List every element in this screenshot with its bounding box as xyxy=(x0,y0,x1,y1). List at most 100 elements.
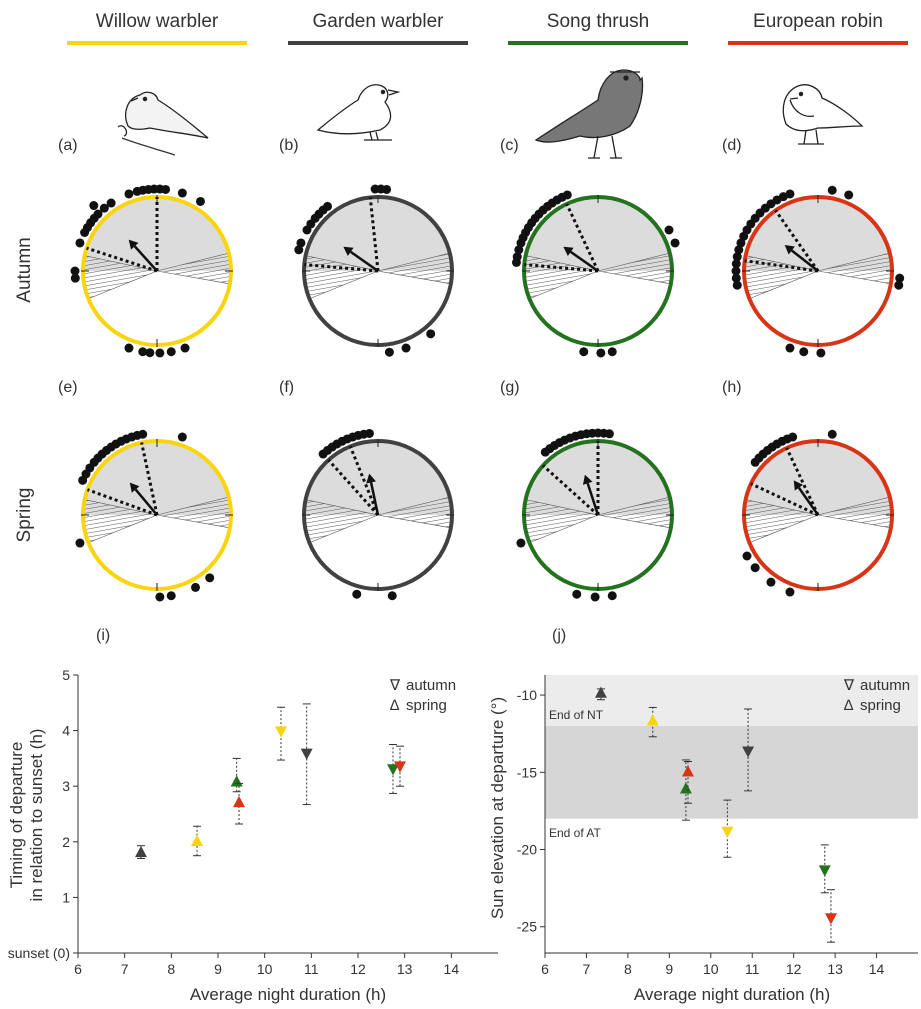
mean-arrow-head xyxy=(343,246,354,256)
departure-direction-dot xyxy=(155,592,165,602)
circular-plots xyxy=(70,184,905,602)
departure-direction-dot xyxy=(816,348,826,358)
autumn-triangle-marker xyxy=(394,761,406,773)
departure-direction-dot xyxy=(732,252,742,262)
departure-direction-dot xyxy=(190,582,200,592)
panel-label-b: (b) xyxy=(279,137,299,154)
point-garden-warbler-autumn xyxy=(742,708,755,792)
sector-shade xyxy=(744,197,892,271)
twilight-band-1 xyxy=(545,675,918,726)
departure-direction-dot xyxy=(742,551,752,561)
departure-direction-dot xyxy=(205,573,215,583)
departure-direction-dot xyxy=(604,429,614,439)
x-tick-label: 11 xyxy=(304,961,319,977)
species-name-song-thrush: Song thrush xyxy=(547,11,649,32)
point-willow-warbler-autumn xyxy=(275,706,287,761)
chart-j-legend: ∇ autumn ∆ spring xyxy=(843,677,910,714)
departure-direction-dot xyxy=(296,238,306,248)
departure-direction-dot xyxy=(352,589,362,599)
mean-direction-arrow xyxy=(586,482,600,516)
spring-triangle-marker xyxy=(191,834,203,846)
departure-direction-dot xyxy=(387,591,397,601)
point-european-robin-spring xyxy=(681,760,694,804)
departure-direction-dot xyxy=(788,432,798,442)
departure-direction-dot xyxy=(731,273,741,283)
secondary-direction-line xyxy=(304,263,379,273)
y-tick-label: sunset (0) xyxy=(8,945,70,961)
autumn-triangle-marker xyxy=(721,826,734,838)
departure-direction-dot xyxy=(785,189,795,199)
mean-arrow-head xyxy=(128,239,139,250)
panel-label-e: (e) xyxy=(58,379,78,396)
point-european-robin-autumn xyxy=(394,745,406,787)
chart-j-points xyxy=(594,686,837,943)
departure-direction-dot xyxy=(177,188,187,198)
panel-label-i: (i) xyxy=(96,627,110,644)
panel-label-h: (h) xyxy=(722,379,742,396)
season-label-autumn: Autumn xyxy=(14,237,35,302)
autumn-triangle-marker xyxy=(300,748,313,760)
chart-j-legend-autumn-symbol: ∇ xyxy=(843,677,855,694)
chart-i-legend-autumn-label: autumn xyxy=(406,677,456,694)
panel-label-g: (g) xyxy=(500,379,520,396)
departure-direction-dot xyxy=(364,428,374,438)
chart-j-x-axis-title: Average night duration (h) xyxy=(634,985,830,1004)
mean-direction-arrow xyxy=(790,249,819,272)
y-tick-label: 4 xyxy=(62,723,70,739)
departure-direction-dot xyxy=(607,347,617,357)
circular-plot-spring-2 xyxy=(302,428,454,601)
mean-arrow-head xyxy=(793,480,803,491)
y-tick-label: 5 xyxy=(62,667,70,683)
y-tick-label: 3 xyxy=(62,778,70,794)
point-song-thrush-autumn xyxy=(387,744,399,794)
median-direction-line xyxy=(140,442,159,516)
departure-direction-dot xyxy=(827,429,837,439)
departure-direction-dot xyxy=(732,280,742,290)
y-tick-label: -20 xyxy=(517,842,537,858)
departure-direction-dot xyxy=(785,343,795,353)
european-robin-illustration xyxy=(782,84,864,145)
departure-direction-dot xyxy=(124,343,134,353)
bird-illustrations xyxy=(117,69,864,159)
point-song-thrush-autumn xyxy=(818,844,831,894)
departure-direction-dot xyxy=(78,475,88,485)
departure-direction-dot xyxy=(799,347,809,357)
autumn-triangle-marker xyxy=(818,865,831,877)
median-direction-line xyxy=(774,209,820,272)
departure-direction-dot xyxy=(155,348,165,358)
species-color-bar-thrush xyxy=(508,41,688,45)
departure-direction-dot xyxy=(401,343,411,353)
departure-direction-dot xyxy=(827,185,837,195)
departure-direction-dot xyxy=(894,280,904,290)
chart-j-legend-spring-symbol: ∆ xyxy=(844,697,854,714)
x-tick-label: 6 xyxy=(74,961,82,977)
departure-direction-dot xyxy=(734,245,744,255)
panel-label-j: (j) xyxy=(552,627,566,644)
secondary-direction-line xyxy=(542,464,600,517)
mean-arrow-head xyxy=(563,246,574,256)
spring-triangle-marker xyxy=(135,845,147,858)
panel-label-c: (c) xyxy=(500,137,519,154)
x-tick-label: 14 xyxy=(869,961,885,977)
departure-direction-dot xyxy=(195,196,205,206)
species-headers: Willow warbler Garden warbler Song thrus… xyxy=(67,11,908,45)
sector-shade xyxy=(524,197,672,271)
departure-direction-dot xyxy=(596,348,606,358)
x-tick-label: 9 xyxy=(665,961,673,977)
departure-direction-dot xyxy=(590,592,600,602)
departure-direction-dot xyxy=(670,238,680,248)
x-tick-label: 13 xyxy=(397,961,413,977)
x-tick-label: 14 xyxy=(444,961,460,977)
secondary-direction-line xyxy=(86,488,158,517)
x-tick-label: 10 xyxy=(703,961,719,977)
sector-shade xyxy=(304,441,452,515)
chart-j-ticks: 6 7 8 9 10 11 12 13 14 -10 -15 -20 -25 xyxy=(517,687,885,977)
departure-direction-dot xyxy=(572,589,582,599)
circular-plot-spring-1 xyxy=(75,429,233,602)
departure-direction-dot xyxy=(99,203,109,213)
y-tick-label: -10 xyxy=(517,687,537,703)
spring-triangle-marker xyxy=(679,782,692,794)
species-color-bar-willow xyxy=(67,41,247,45)
x-tick-label: 13 xyxy=(827,961,843,977)
